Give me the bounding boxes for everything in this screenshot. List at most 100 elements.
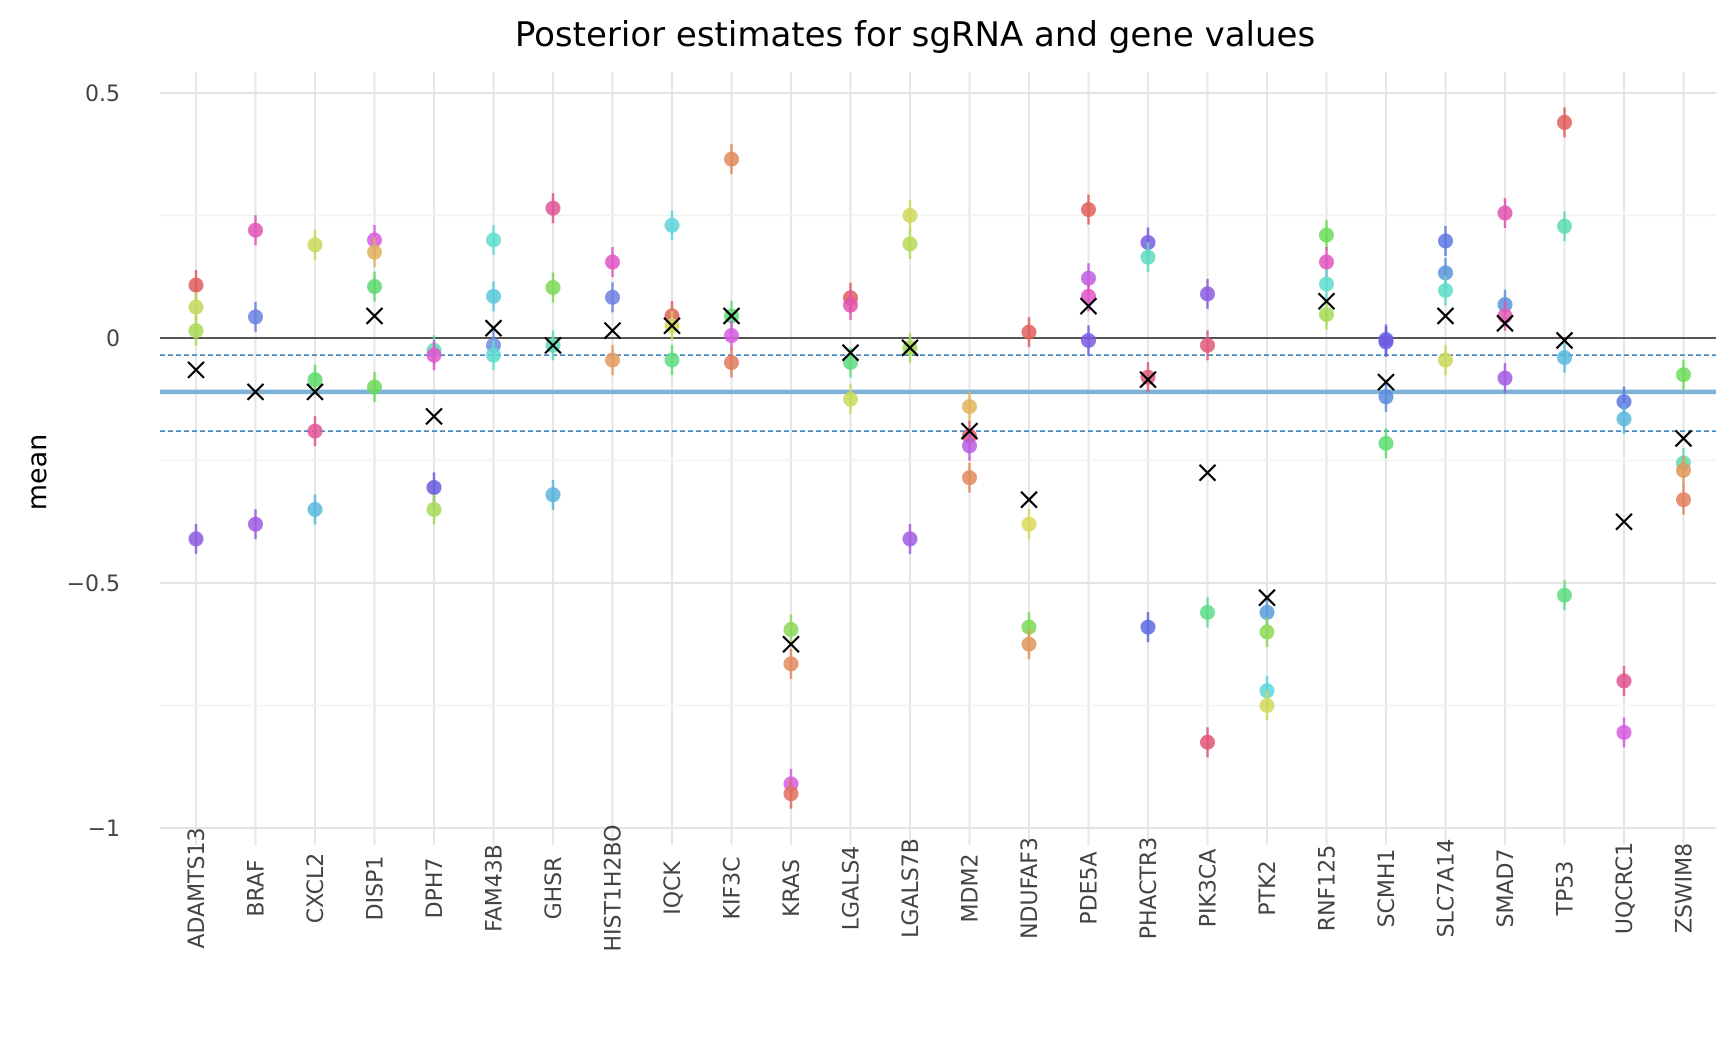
sgrna-point [962,470,977,486]
sgrna-point [307,423,323,439]
gene-mean-marker [187,361,205,379]
reference-lines [160,337,1716,432]
x-tick-labels: ADAMTS13 BRAF CXCL2 DISP1 DPH7 FAM43B GHSR HIST… [185,825,1698,952]
x-tick-label: NDUFAF3 [1018,837,1043,939]
gene-mean-marker [1496,314,1514,333]
gene-mean-marker [782,635,800,654]
gene-mean-marker [1079,297,1098,315]
sgrna-point [1438,352,1453,368]
sgrna-point [1616,411,1632,427]
sgrna-point [1140,619,1156,635]
sgrna-point [1021,516,1037,532]
sgrna-point [1319,227,1334,243]
x-tick-label: FAM43B [483,844,508,932]
sgrna-point [664,352,680,368]
sgrna-point [1676,367,1691,383]
gene-mean-marker [1139,370,1157,389]
sgrna-point [1378,334,1394,350]
sgrna-point [1081,288,1096,304]
gene-mean-marker [1258,588,1276,607]
sgrna-point [188,299,204,315]
x-tick-label: LGALS4 [840,846,865,931]
sgrna-point [1378,389,1394,405]
sgrna-point [1497,370,1513,386]
x-tick-label: KRAS [780,859,805,917]
sgrna-point [367,244,382,260]
x-tick-label: IQCK [661,861,686,915]
x-tick-label: SCMH1 [1375,849,1400,928]
sgrna-point [1438,233,1453,249]
sgrna-point [1200,734,1215,750]
y-tick-label: −0.5 [67,572,120,597]
gene-mean-marker [841,343,860,362]
sgrna-point [1616,673,1632,689]
gene-mean-marker [1615,512,1633,531]
gene-mean-marker [1436,307,1455,325]
sgrna-point [426,502,442,517]
gene-mean-marker [306,383,324,401]
sgrna-point [367,279,382,295]
sgrna-point [188,323,204,339]
sgrna-point [902,236,918,252]
x-tick-label: RNF125 [1316,845,1341,931]
sgrna-point [1676,462,1691,478]
sgrna-point [724,355,739,370]
sgrna-point [783,786,799,802]
x-tick-label: ADAMTS13 [185,827,210,948]
sgrna-point [1081,202,1096,218]
grid-layer [160,72,1716,845]
sgrna-point [1319,276,1334,292]
x-tick-label: CXCL2 [304,853,329,923]
sgrna-point [486,347,501,363]
x-tick-label: PHACTR3 [1137,837,1162,940]
sgrna-point [1140,369,1156,385]
y-tick-label: −1 [88,817,120,842]
sgrna-point [307,237,323,253]
gene-mean-marker [484,319,503,337]
sgrna-point [545,280,561,296]
chart-title: Posterior estimates for sgRNA and gene v… [515,15,1315,55]
sgrna-point [1557,218,1572,234]
sgrna-point [1140,249,1156,265]
sgrna-point [367,379,382,395]
x-tick-label: BRAF [245,859,270,916]
gene-mean-marker [1317,292,1336,311]
gene-means [187,292,1693,654]
sgrna-point [307,372,323,388]
sgrna-point [902,208,918,223]
gene-mean-marker [544,336,562,355]
sgrna-point [1438,265,1453,281]
sgrna-point [1081,270,1096,286]
sgrna-point [1259,624,1275,640]
sgrna-point [962,438,977,454]
gene-mean-marker [1020,490,1038,509]
sgrna-point [1021,324,1037,340]
gene-mean-marker [603,321,622,340]
y-tick-label: 0.5 [85,82,120,107]
x-tick-label: KIF3C [721,857,746,920]
sgrna-point [1200,337,1215,353]
gene-mean-marker [901,339,919,357]
sgrna-point [605,254,620,270]
x-tick-label: TP53 [1554,861,1579,917]
x-tick-label: DISP1 [364,856,389,921]
sgrna-point [1378,435,1394,451]
y-axis-label: mean [22,434,53,511]
gene-mean-marker [722,307,741,325]
sgrna-point [1616,724,1632,740]
gene-mean-marker [1198,463,1217,482]
sgrna-point [486,288,501,304]
gene-mean-marker [365,307,384,325]
sgrna-point [724,151,739,167]
sgrna-point [843,391,858,407]
sgrna-point [1021,619,1037,635]
sgrna-point [1319,254,1334,270]
sgrna-point [605,289,620,305]
sgrna-point [1081,332,1096,348]
sgrna-point [843,297,858,313]
sgrna-point [1200,286,1215,302]
gene-mean-marker [960,422,979,440]
gene-mean-marker [1555,331,1574,350]
sgrna-point [1497,205,1513,221]
